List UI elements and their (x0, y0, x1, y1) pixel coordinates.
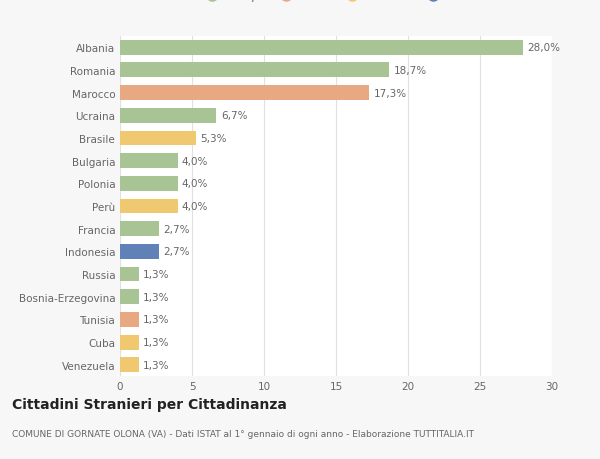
Text: 1,3%: 1,3% (143, 269, 170, 280)
Text: 1,3%: 1,3% (143, 360, 170, 370)
Text: Cittadini Stranieri per Cittadinanza: Cittadini Stranieri per Cittadinanza (12, 397, 287, 411)
Text: 5,3%: 5,3% (200, 134, 227, 144)
Text: 17,3%: 17,3% (373, 88, 407, 98)
Text: 4,0%: 4,0% (182, 202, 208, 212)
Bar (120, 41, 523, 56)
Text: 6,7%: 6,7% (221, 111, 247, 121)
Text: 4,0%: 4,0% (182, 156, 208, 166)
Bar (120, 290, 139, 304)
Bar (120, 335, 139, 350)
Bar (120, 222, 159, 236)
Text: 4,0%: 4,0% (182, 179, 208, 189)
Text: 1,3%: 1,3% (143, 337, 170, 347)
Text: 1,3%: 1,3% (143, 315, 170, 325)
Bar (120, 267, 139, 282)
Bar (120, 245, 159, 259)
Bar (120, 63, 389, 78)
Text: COMUNE DI GORNATE OLONA (VA) - Dati ISTAT al 1° gennaio di ogni anno - Elaborazi: COMUNE DI GORNATE OLONA (VA) - Dati ISTA… (12, 429, 474, 438)
Text: 28,0%: 28,0% (527, 43, 560, 53)
Bar (120, 131, 196, 146)
Bar (120, 313, 139, 327)
Legend: Europa, Africa, America, Asia: Europa, Africa, America, Asia (197, 0, 475, 7)
Bar (120, 86, 369, 101)
Bar (120, 109, 217, 123)
Bar (120, 358, 139, 372)
Text: 1,3%: 1,3% (143, 292, 170, 302)
Text: 2,7%: 2,7% (163, 247, 190, 257)
Bar (120, 154, 178, 168)
Text: 2,7%: 2,7% (163, 224, 190, 234)
Bar (120, 177, 178, 191)
Text: 18,7%: 18,7% (394, 66, 427, 76)
Bar (120, 199, 178, 214)
